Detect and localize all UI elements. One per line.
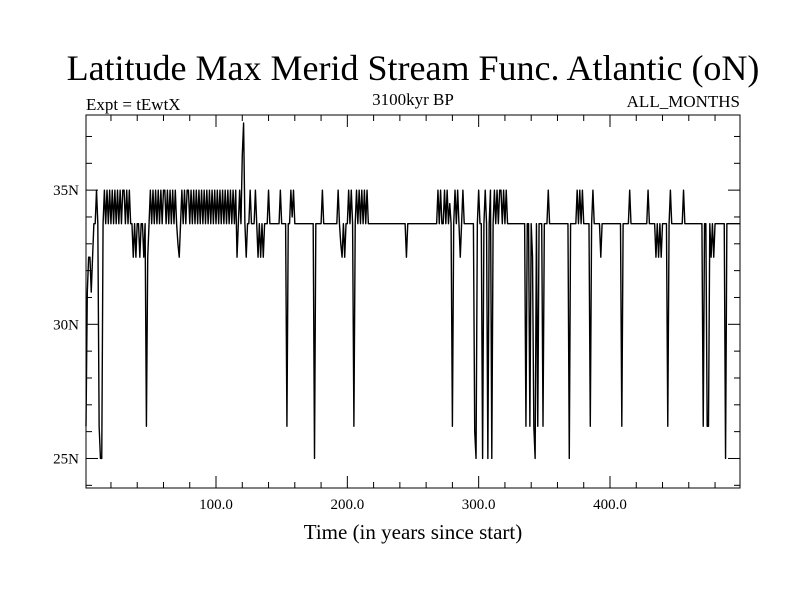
period-label: 3100kyr BP — [372, 90, 454, 109]
axis-ticks — [86, 115, 740, 488]
x-tick-label: 200.0 — [330, 497, 364, 513]
x-tick-labels: 100.0 200.0 300.0 400.0 — [199, 497, 627, 513]
x-tick-label: 400.0 — [593, 497, 627, 513]
series-group — [85, 122, 740, 460]
x-axis-label: Time (in years since start) — [304, 520, 523, 544]
y-tick-label: 35N — [53, 183, 79, 199]
y-tick-labels: 25N 30N 35N — [53, 183, 79, 467]
x-tick-label: 100.0 — [199, 497, 233, 513]
y-tick-label: 25N — [53, 451, 79, 467]
months-label: ALL_MONTHS — [627, 92, 740, 111]
plot-frame — [85, 114, 741, 489]
y-tick-label: 30N — [53, 317, 79, 333]
series-line — [85, 122, 740, 460]
chart-title: Latitude Max Merid Stream Func. Atlantic… — [67, 48, 760, 88]
experiment-label: Expt = tEwtX — [86, 95, 181, 114]
x-tick-label: 300.0 — [462, 497, 496, 513]
